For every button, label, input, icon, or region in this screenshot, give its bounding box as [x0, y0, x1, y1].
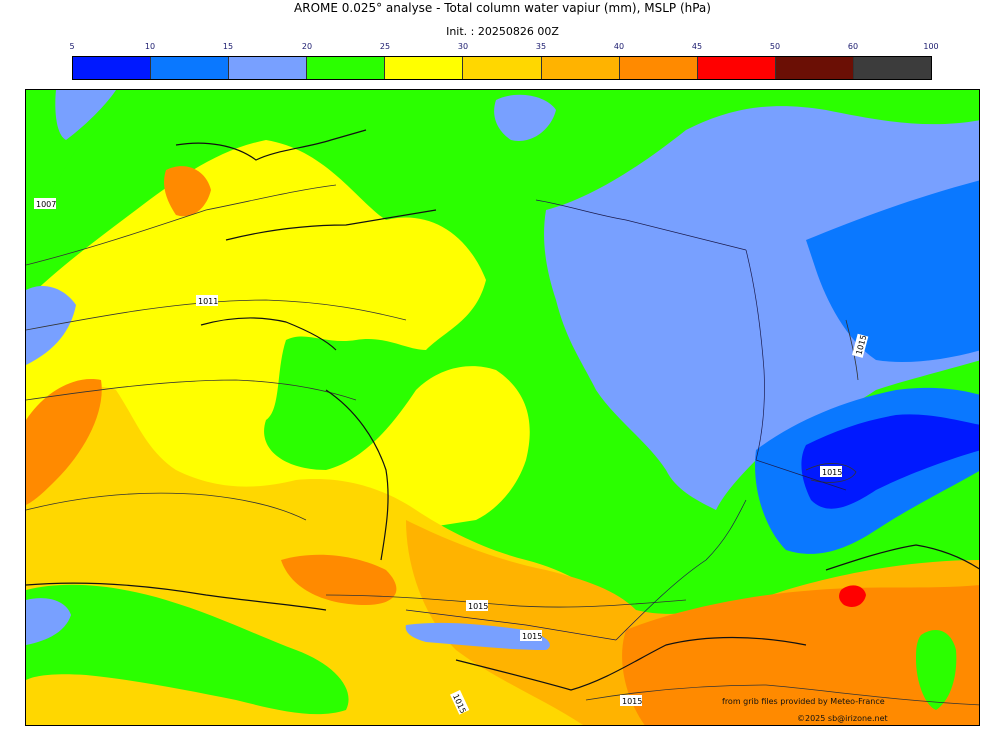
borders [405, 199, 847, 641]
isobar-line [26, 299, 407, 331]
coastline-britain [175, 129, 367, 161]
coastlines [26, 129, 979, 691]
border-line [755, 459, 847, 491]
colorbar-cell [853, 57, 932, 79]
field-deep-orange-med [622, 585, 979, 725]
colorbar-cell [307, 57, 386, 79]
field-green-pyrenees [26, 584, 349, 715]
isobar-line [26, 379, 357, 401]
colorbar-tick: 60 [847, 42, 859, 51]
field-lightblue-northeast [544, 106, 979, 510]
isobar-label-bg [466, 600, 488, 611]
isobar-label-bg [34, 198, 56, 209]
colorbar-tick: 20 [301, 42, 313, 51]
colorbar-tick: 100 [923, 42, 939, 51]
field-green-corsica [916, 630, 957, 710]
colorbar-cell [73, 57, 152, 79]
isobar-label: 1015 [468, 602, 488, 611]
coastline-biscay [325, 389, 389, 561]
field-deep-orange-atlantic [164, 166, 211, 217]
colorbar-tick: 25 [379, 42, 391, 51]
isobar-label-bg [450, 690, 470, 715]
copyright-credit: ©2025 sb@irizone.net [797, 714, 888, 723]
water-vapour-map: 1007 1011 1015 1015 1015 1015 1015 1015 [26, 90, 979, 725]
field-deep-orange-south [281, 554, 397, 605]
colorbar-cell [541, 57, 620, 79]
map-title: AROME 0.025° analyse - Total column wate… [294, 1, 711, 15]
colorbar-cell [775, 57, 854, 79]
border-line [535, 199, 747, 251]
field-lightblue-northwest [55, 90, 116, 140]
isobar-label: 1015 [522, 632, 542, 641]
isobar-line [325, 594, 687, 608]
colorbar-cell [619, 57, 698, 79]
field-red-core [839, 585, 866, 607]
border-line [745, 249, 765, 461]
colorbar-cell [151, 57, 230, 79]
colorbar-tick: 5 [69, 42, 75, 51]
colorbar-tick: 10 [144, 42, 156, 51]
coastline-med [455, 636, 807, 691]
colorbar-cell [697, 57, 776, 79]
colorbar-cell [385, 57, 464, 79]
isobar-label: 1015 [622, 697, 642, 706]
colorbar-tick: 45 [691, 42, 703, 51]
colorbar-tick: 15 [222, 42, 234, 51]
coastline-channel [225, 209, 437, 241]
isobar-label-bg [620, 695, 642, 706]
isobar-line [845, 319, 859, 381]
coastline-iberia [26, 582, 327, 611]
data-source-credit: from grib files provided by Meteo-France [722, 697, 885, 706]
colorbar-tick: 30 [457, 42, 469, 51]
colorbar-tick: 35 [535, 42, 547, 51]
isobar-line [585, 684, 979, 706]
field-lightblue-pyrenees [405, 622, 550, 650]
isobar-label-bg [196, 295, 218, 306]
field-deepblue-alps [801, 414, 979, 509]
isobar-label-bg [520, 630, 542, 641]
colorbar [72, 56, 932, 80]
coastline-italy [825, 544, 979, 571]
isobar-line [26, 492, 307, 521]
map-canvas[interactable]: 1007 1011 1015 1015 1015 1015 1015 1015 [25, 89, 980, 726]
field-deep-orange-atlantic [26, 379, 102, 505]
init-time: Init. : 20250826 00Z [446, 25, 559, 38]
isobars [26, 184, 979, 706]
field-blue-east [806, 180, 979, 362]
isobar-label: 1007 [36, 200, 56, 209]
isobar-label: 1015 [822, 468, 842, 477]
coastline-brittany [200, 317, 337, 351]
isobar-label-bg [820, 466, 842, 477]
field-lightblue-north [494, 94, 556, 141]
colorbar-cell [229, 57, 308, 79]
colorbar-tick: 50 [769, 42, 781, 51]
border-line [405, 609, 617, 641]
isobar-label: 1011 [198, 297, 218, 306]
field-green-northwest [26, 90, 136, 230]
colorbar-cell [463, 57, 542, 79]
colorbar-tick: 40 [613, 42, 625, 51]
isobar-line [805, 463, 857, 483]
isobar-line [26, 184, 337, 266]
field-lightblue-iberia [26, 598, 71, 645]
border-line [615, 499, 747, 641]
